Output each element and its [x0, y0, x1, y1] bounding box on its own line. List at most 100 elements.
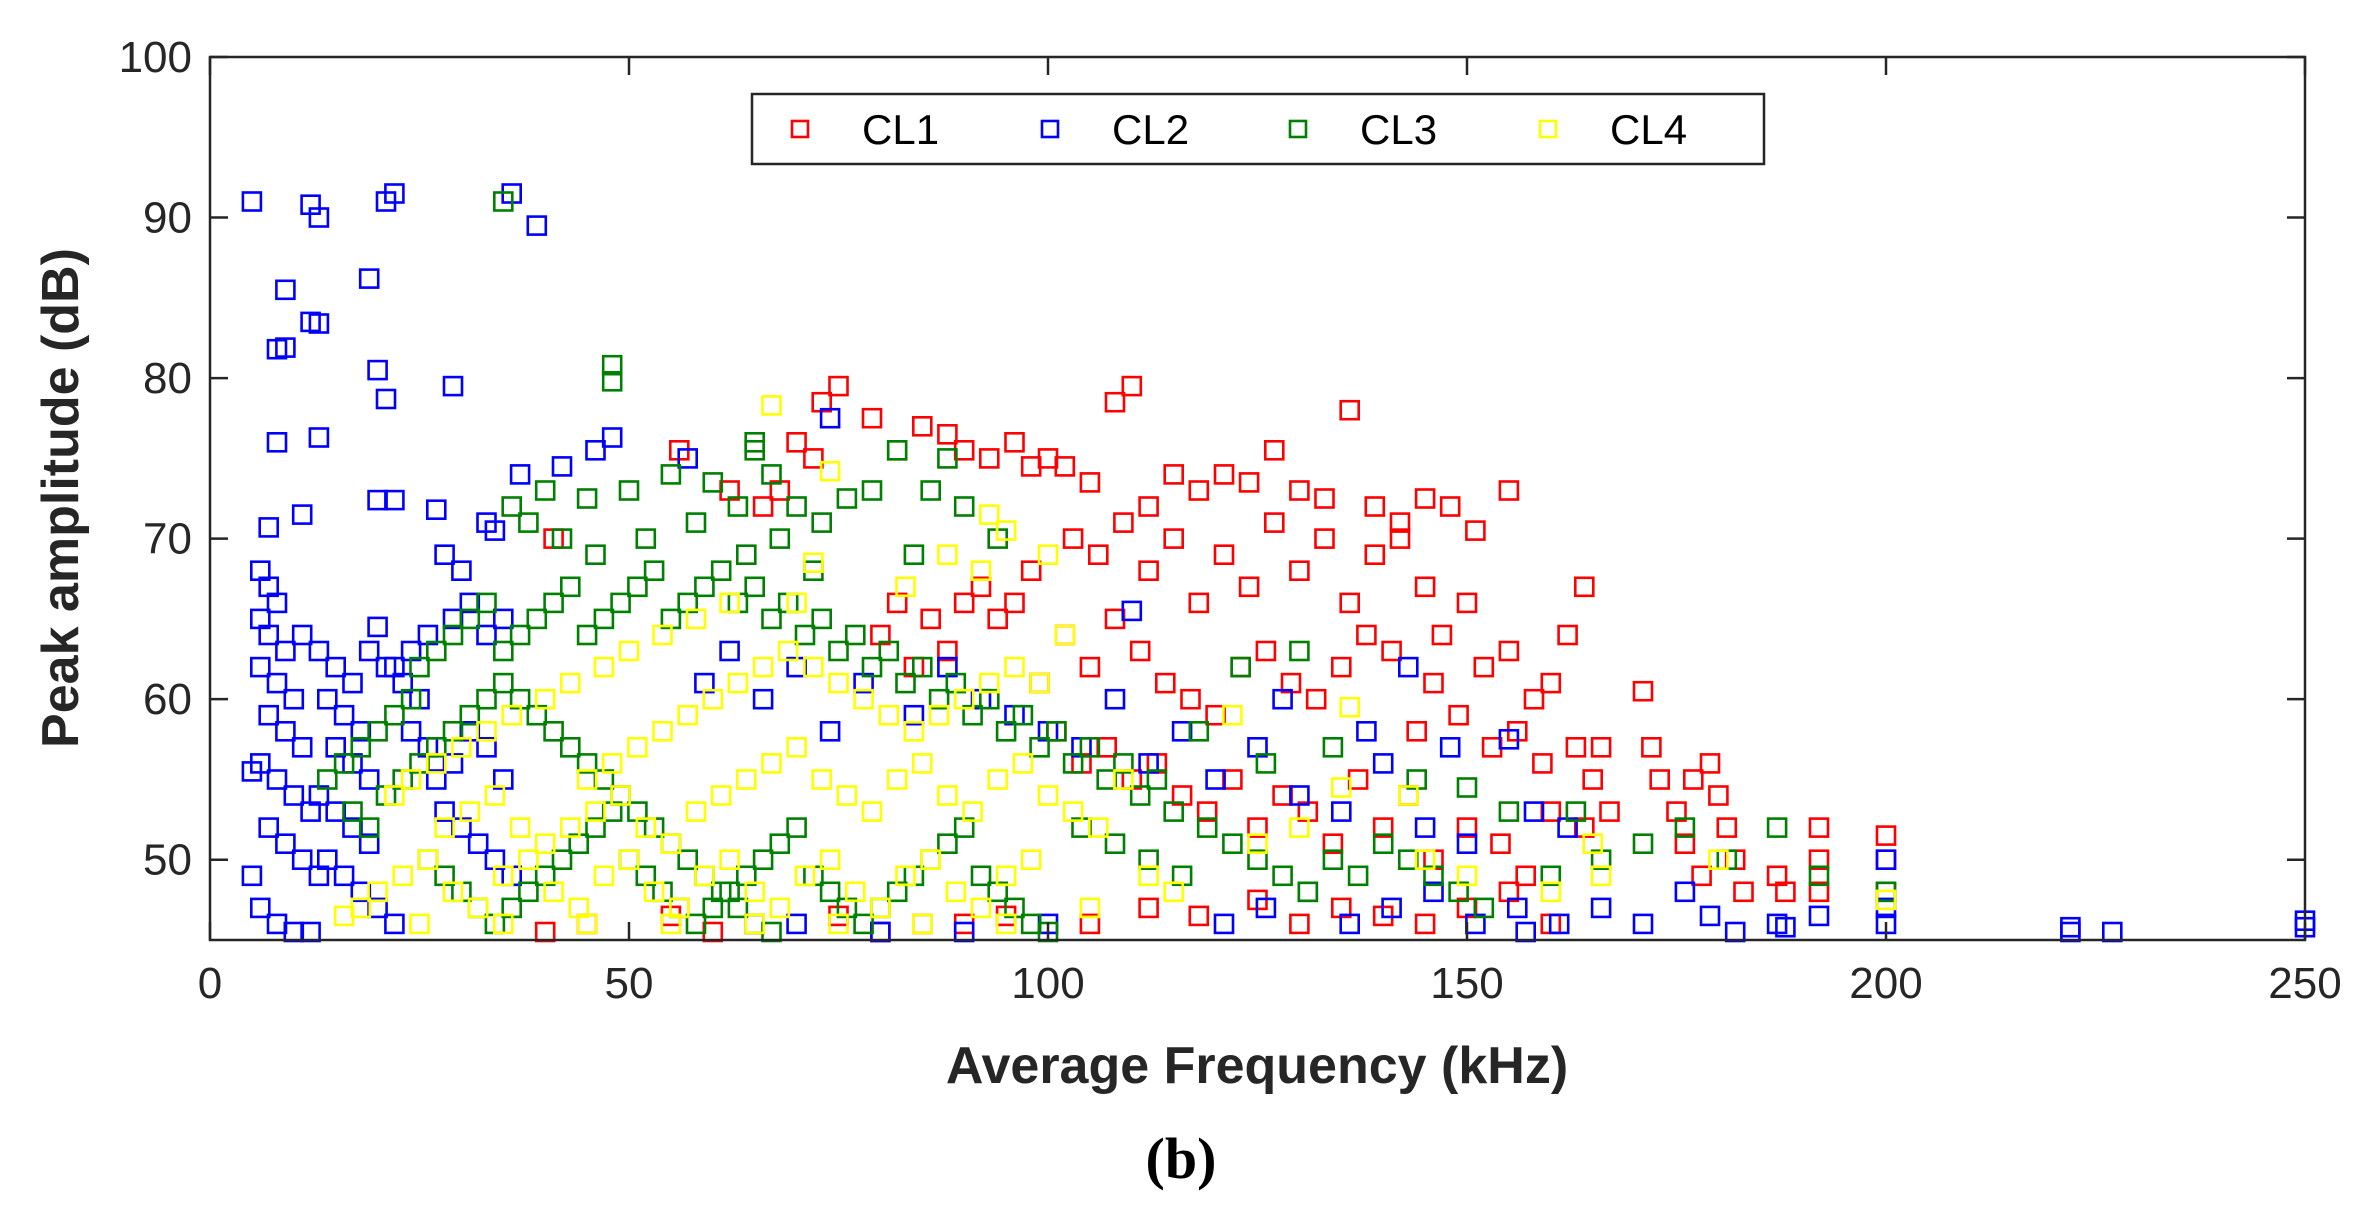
point-cl4-72	[392, 865, 414, 887]
point-cl4-93	[920, 849, 942, 871]
point-cl3-178	[1456, 777, 1478, 798]
point-cl2-38	[258, 624, 280, 646]
point-cl3-32	[425, 640, 447, 662]
point-cl3-135	[853, 913, 874, 935]
point-cl2-52	[291, 849, 313, 871]
point-cl1-150	[702, 921, 724, 943]
point-cl3-152	[1222, 833, 1243, 855]
point-cl1-101	[1272, 785, 1293, 806]
point-cl1-115	[1599, 801, 1620, 822]
point-cl4-118	[1138, 865, 1159, 887]
point-cl1-85	[953, 592, 975, 614]
point-cl1-133	[1875, 825, 1897, 846]
point-cl2-113	[1356, 720, 1377, 742]
point-cl1-12	[1314, 488, 1335, 509]
point-cl3-33	[442, 624, 464, 646]
point-cl2-145	[752, 688, 774, 710]
point-cl3-97	[576, 753, 598, 774]
point-cl1-62	[1104, 608, 1126, 630]
y-tick-label-60: 60	[143, 675, 192, 724]
point-cl1-35	[752, 496, 774, 517]
point-cl1-57	[1540, 672, 1562, 694]
point-cl2-21	[384, 489, 405, 511]
point-cl1-14	[1364, 496, 1386, 517]
point-cl2-10	[308, 313, 330, 334]
point-cl3-92	[492, 672, 514, 694]
point-cl1-37	[1062, 528, 1084, 549]
point-cl2-94	[358, 640, 380, 662]
point-cl2-155	[1104, 688, 1126, 710]
point-cl3-170	[1808, 865, 1830, 887]
point-cl1-144	[911, 913, 933, 935]
point-cl3-73	[1113, 753, 1134, 774]
point-cl4-43	[434, 817, 455, 838]
point-cl3-84	[358, 817, 380, 838]
point-cl1-28	[861, 407, 883, 429]
point-cl4-116	[1708, 849, 1729, 871]
point-cl4-34	[853, 688, 874, 710]
y-axis-title: Peak amplitude (dB)	[32, 248, 90, 748]
plot-area-frame	[208, 55, 2307, 942]
point-cl3-145	[1020, 913, 1042, 935]
point-cl1-127	[1733, 881, 1754, 903]
point-cl4-107	[995, 913, 1017, 935]
point-cl2-22	[425, 499, 447, 521]
point-cl3-18	[937, 448, 958, 469]
point-cl3-136	[870, 897, 891, 919]
point-cl4-14	[593, 656, 615, 678]
point-cl3-90	[459, 704, 481, 726]
point-cl4-77	[518, 849, 539, 871]
point-cl4-75	[467, 897, 489, 919]
point-cl2-29	[677, 448, 699, 469]
point-cl4-102	[576, 913, 598, 935]
point-cl4-27	[677, 704, 699, 726]
point-cl2-18	[291, 504, 313, 525]
point-cl3-38	[526, 608, 548, 630]
point-cl1-9	[1238, 472, 1260, 493]
point-cl1-155	[1414, 913, 1436, 935]
point-cl3-13	[811, 512, 833, 533]
point-cl1-79	[1532, 753, 1553, 774]
point-cl3-159	[1398, 849, 1419, 871]
point-cl2-122	[1423, 881, 1444, 903]
point-cl1-42	[1188, 592, 1210, 614]
point-cl1-24	[1020, 456, 1042, 477]
point-cl4-95	[970, 897, 992, 919]
point-cl4-82	[643, 881, 665, 903]
point-cl2-109	[1372, 753, 1394, 774]
y-tick-label-80: 80	[143, 354, 192, 403]
point-cl1-77	[1481, 736, 1503, 758]
point-cl2-54	[241, 761, 263, 782]
point-cl1-41	[1163, 528, 1184, 549]
point-cl1-21	[953, 439, 975, 461]
point-cl4-40	[1004, 656, 1025, 678]
point-cl4-76	[492, 865, 514, 887]
series-cl4	[333, 395, 1897, 935]
y-tick-label-70: 70	[143, 515, 192, 564]
point-cl2-149	[903, 704, 925, 726]
point-cl4-4	[1037, 544, 1059, 566]
point-cl1-68	[1255, 640, 1277, 662]
point-cl3-20	[501, 496, 523, 517]
legend-marker-cl2	[1040, 119, 1060, 139]
x-axis-title: Average Frequency (kHz)	[946, 1037, 1568, 1095]
point-cl4-12	[652, 624, 673, 646]
point-cl1-94	[1096, 736, 1117, 758]
point-cl3-72	[1096, 769, 1117, 790]
point-cl4-89	[819, 849, 841, 871]
point-cl3-125	[685, 913, 707, 935]
point-cl1-56	[1523, 688, 1545, 710]
point-cl4-62	[911, 753, 933, 774]
point-cl3-37	[509, 624, 531, 646]
point-cl3-117	[551, 849, 573, 871]
point-cl1-7	[1188, 480, 1210, 501]
y-tick-label-100: 100	[119, 33, 192, 82]
point-cl2-8	[358, 268, 380, 289]
point-cl4-51	[635, 817, 657, 838]
point-cl1-22	[978, 448, 1000, 469]
point-cl1-50	[1389, 528, 1411, 549]
point-cl3-172	[1188, 720, 1210, 742]
point-cl4-22	[384, 785, 405, 806]
point-cl2-70	[316, 849, 338, 871]
